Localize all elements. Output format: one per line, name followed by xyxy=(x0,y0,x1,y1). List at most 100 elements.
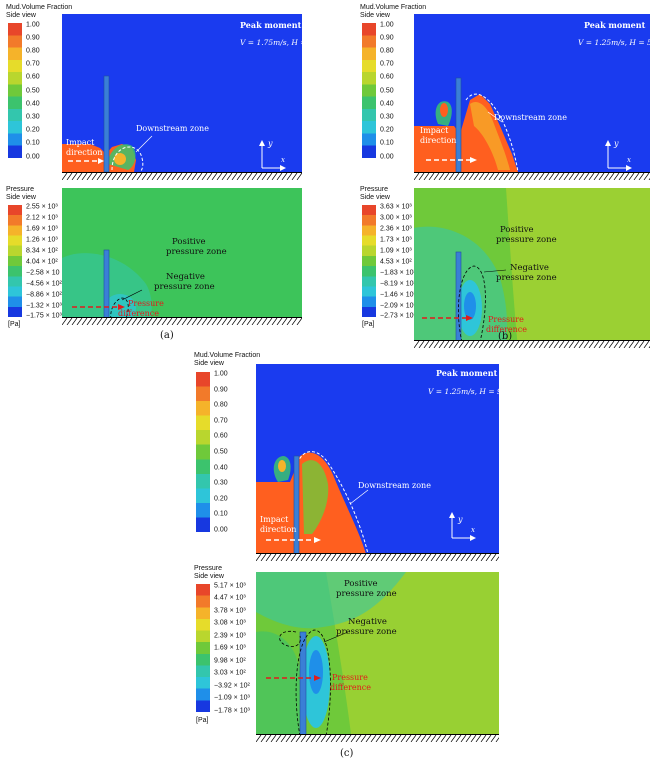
downstream-outline xyxy=(465,93,519,173)
tick-label: 1.73 × 10³ xyxy=(380,236,412,244)
negative-label-line2: pressure zone xyxy=(336,627,397,637)
impact-label-line2: direction xyxy=(420,136,456,145)
peak-moment-label: Peak moment xyxy=(436,368,498,378)
tick-label: 0.70 xyxy=(26,60,40,68)
ground-hatch-c1 xyxy=(256,553,499,561)
impact-label-line1: Impact xyxy=(66,138,95,147)
tick-label: 5.17 × 10³ xyxy=(214,582,246,590)
negative-zone-outline-upper xyxy=(279,630,301,647)
ground-hatch-b2 xyxy=(414,340,650,348)
mud-core xyxy=(114,153,126,165)
tick-label: 0.90 xyxy=(26,34,40,42)
negative-label-line1: Negative xyxy=(348,617,387,627)
legend-subtitle: Side view xyxy=(6,12,36,19)
axis-x-label: x xyxy=(281,156,285,164)
colorbar xyxy=(362,23,376,158)
ground-hatch-b1 xyxy=(414,172,650,180)
positive-label-line2: pressure zone xyxy=(166,247,227,257)
pressure-legend-a: Pressure Side view 2.55 × 10³ 2.12 × 10³… xyxy=(6,186,62,346)
axis-x-label: x xyxy=(471,526,475,534)
mud-legend-a: Mud.Volume Fraction Side view 1.00 0.90 … xyxy=(6,4,73,164)
tick-label: 0.20 xyxy=(26,126,40,134)
pressure-arrow-head xyxy=(314,675,321,681)
tick-label: 4.47 × 10³ xyxy=(214,594,246,602)
pressure-legend-c: Pressure Side view 5.17 × 10³ 4.47 × 10³… xyxy=(194,565,254,725)
negative-core-inner xyxy=(464,292,476,320)
negative-label-line1: Negative xyxy=(166,272,205,282)
downstream-pointer xyxy=(487,111,503,123)
legend-title: Pressure xyxy=(194,565,223,572)
ground-hatch-c2 xyxy=(256,734,499,742)
legend-unit: [Pa] xyxy=(362,321,375,328)
difference-label-line1: Pressure xyxy=(128,299,164,308)
tick-label: 0.30 xyxy=(380,113,394,121)
pillar xyxy=(103,75,110,173)
tick-label: 0.60 xyxy=(214,432,228,440)
tick-label: 0.20 xyxy=(380,126,394,134)
tick-label: −1.09 × 10³ xyxy=(214,694,250,702)
negative-label-line1: Negative xyxy=(510,263,549,273)
tick-label: 0.70 xyxy=(214,417,228,425)
params-label: V = 1.25m/s, H = 9D xyxy=(428,387,499,396)
axis-x-label: x xyxy=(627,156,631,164)
plume-core xyxy=(440,103,448,117)
tick-label: −1.32 × 10³ xyxy=(26,302,62,310)
pillar xyxy=(455,77,462,173)
mud-legend-b: Mud.Volume Fraction Side view 1.00 0.90 … xyxy=(360,4,427,164)
legend-subtitle: Side view xyxy=(360,12,390,19)
tick-label: 3.78 × 10³ xyxy=(214,607,246,615)
tick-label: 0.90 xyxy=(214,386,228,394)
tick-label: 0.00 xyxy=(214,526,228,534)
tick-label: −2.73 × 10³ xyxy=(380,312,416,320)
pillar xyxy=(103,249,110,325)
mud-fraction-plot-a: y x Peak moment V = 1.75m/s, H = D Impac… xyxy=(62,14,302,180)
tick-label: 0.00 xyxy=(26,153,40,161)
axes-indicator: y x xyxy=(605,139,632,171)
legend-title: Mud.Volume Fraction xyxy=(6,4,73,11)
axis-y-label: y xyxy=(457,515,463,524)
impact-label-line2: direction xyxy=(66,148,102,157)
tick-label: 0.50 xyxy=(214,448,228,456)
legend-title: Pressure xyxy=(6,186,35,193)
pillar xyxy=(299,631,307,742)
downstream-pointer xyxy=(349,489,369,505)
negative-label-line2: pressure zone xyxy=(496,273,557,283)
tick-label: −1.83 × 10² xyxy=(380,269,416,277)
colorbar xyxy=(196,584,210,712)
legend-title: Mud.Volume Fraction xyxy=(360,4,427,11)
impact-arrow-head xyxy=(314,537,321,543)
tick-label: −2.58 × 10 xyxy=(26,269,60,277)
peak-moment-label: Peak moment xyxy=(584,20,646,30)
downstream-outline xyxy=(295,451,369,555)
tick-label: 3.63 × 10³ xyxy=(380,203,412,211)
negative-zone-outline xyxy=(458,265,486,343)
pressure-plot-c: Positive pressure zone Negative pressure… xyxy=(256,572,499,742)
tick-label: 2.36 × 10³ xyxy=(380,225,412,233)
tick-label: 0.10 xyxy=(26,139,40,147)
downstream-outline xyxy=(111,146,144,173)
negative-label-line2: pressure zone xyxy=(154,282,215,292)
upper-low-field xyxy=(256,572,406,629)
legend-subtitle: Side view xyxy=(194,360,224,367)
impact-label-line2: direction xyxy=(260,525,296,534)
downstream-label: Downstream zone xyxy=(136,124,209,133)
tick-label: 0.70 xyxy=(380,60,394,68)
legend-unit: [Pa] xyxy=(8,321,21,328)
difference-label-line2: difference xyxy=(486,325,527,334)
tick-label: 9.98 × 10² xyxy=(214,657,246,665)
pressure-arrow-head xyxy=(466,315,473,321)
tick-label: 0.20 xyxy=(214,495,228,503)
downstream-pointer xyxy=(135,135,153,153)
params-label: V = 1.75m/s, H = D xyxy=(240,38,302,47)
negative-pointer xyxy=(483,269,507,273)
params-label: V = 1.25m/s, H = 5D xyxy=(578,38,650,47)
mud-fraction-plot-c: y x Peak moment V = 1.25m/s, H = 9D Impa… xyxy=(256,364,499,559)
tick-label: −3.92 × 10² xyxy=(214,682,250,690)
pressure-plot-a: Positive pressure zone Negative pressure… xyxy=(62,188,302,325)
tick-label: 1.00 xyxy=(26,21,40,29)
tick-label: 0.60 xyxy=(380,73,394,81)
positive-field xyxy=(326,572,499,742)
negative-pointer xyxy=(121,289,143,301)
impact-arrow-head xyxy=(470,157,477,163)
tick-label: −1.78 × 10³ xyxy=(214,707,250,715)
